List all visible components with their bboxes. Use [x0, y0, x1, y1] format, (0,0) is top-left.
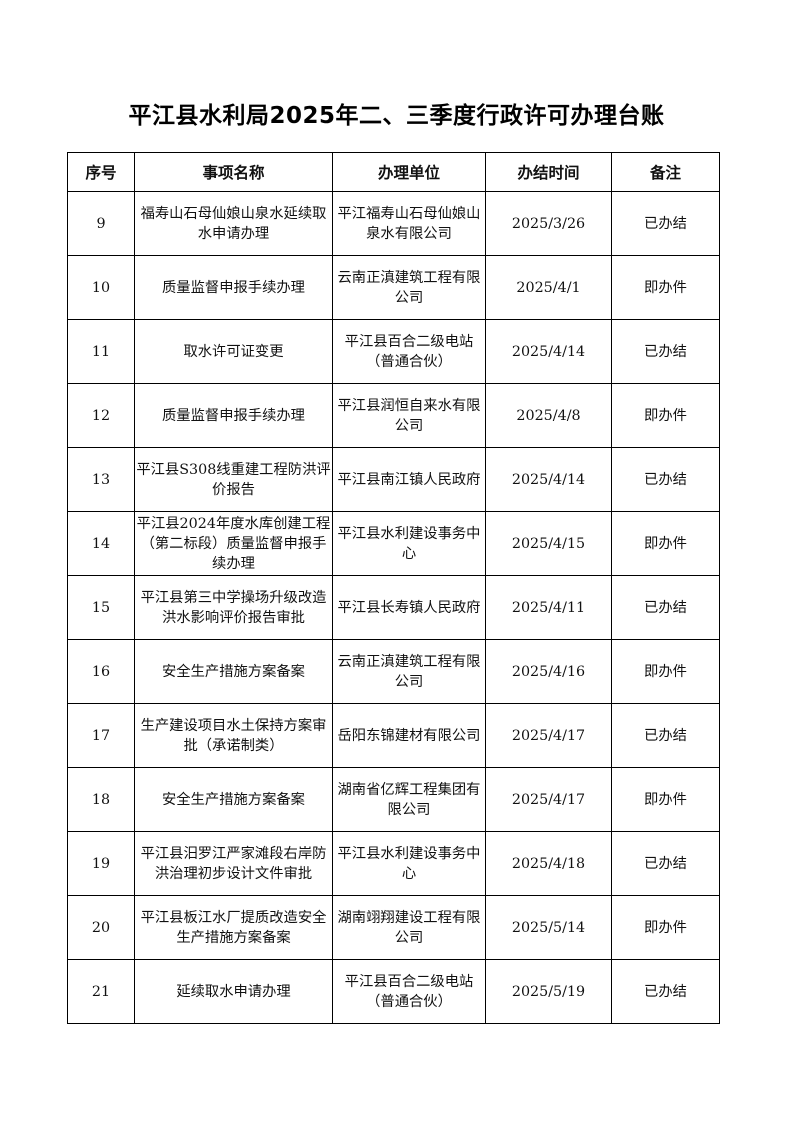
cell-unit: 平江县南江镇人民政府	[332, 447, 486, 512]
cell-no: 19	[67, 831, 135, 896]
cell-unit: 平江县长寿镇人民政府	[332, 575, 486, 640]
cell-note: 已办结	[611, 959, 720, 1024]
cell-note: 已办结	[611, 191, 720, 256]
cell-unit: 平江县水利建设事务中心	[332, 831, 486, 896]
header-date: 办结时间	[485, 152, 612, 192]
cell-no: 18	[67, 767, 135, 832]
table-row: 11 取水许可证变更 平江县百合二级电站（普通合伙） 2025/4/14 已办结	[67, 319, 720, 384]
cell-unit: 云南正滇建筑工程有限公司	[332, 639, 486, 704]
table-row: 21 延续取水申请办理 平江县百合二级电站（普通合伙） 2025/5/19 已办结	[67, 959, 720, 1024]
cell-item: 延续取水申请办理	[134, 959, 333, 1024]
cell-unit: 岳阳东锦建材有限公司	[332, 703, 486, 768]
cell-item: 质量监督申报手续办理	[134, 383, 333, 448]
table-row: 10 质量监督申报手续办理 云南正滇建筑工程有限公司 2025/4/1 即办件	[67, 255, 720, 320]
cell-date: 2025/4/16	[485, 639, 612, 704]
cell-date: 2025/4/18	[485, 831, 612, 896]
table-row: 13 平江县S308线重建工程防洪评价报告 平江县南江镇人民政府 2025/4/14 已…	[67, 447, 720, 512]
cell-no: 16	[67, 639, 135, 704]
table-row: 17 生产建设项目水土保持方案审批（承诺制类） 岳阳东锦建材有限公司 2025/4/1…	[67, 703, 720, 768]
header-unit: 办理单位	[332, 152, 486, 192]
cell-item: 平江县汨罗江严家滩段右岸防洪治理初步设计文件审批	[134, 831, 333, 896]
cell-note: 已办结	[611, 831, 720, 896]
cell-note: 已办结	[611, 703, 720, 768]
header-no: 序号	[67, 152, 135, 192]
page-title: 平江县水利局2025年二、三季度行政许可办理台账	[128, 103, 665, 129]
cell-no: 11	[67, 319, 135, 384]
header-row: 序号 事项名称 办理单位 办结时间 备注	[67, 152, 720, 192]
table-row: 16 安全生产措施方案备案 云南正滇建筑工程有限公司 2025/4/16 即办件	[67, 639, 720, 704]
cell-note: 即办件	[611, 255, 720, 320]
cell-note: 即办件	[611, 767, 720, 832]
cell-date: 2025/4/11	[485, 575, 612, 640]
cell-no: 21	[67, 959, 135, 1024]
table-row: 18 安全生产措施方案备案 湖南省亿辉工程集团有限公司 2025/4/17 即办件	[67, 767, 720, 832]
cell-no: 17	[67, 703, 135, 768]
cell-no: 9	[67, 191, 135, 256]
cell-date: 2025/4/14	[485, 319, 612, 384]
cell-item: 安全生产措施方案备案	[134, 767, 333, 832]
table-row: 14 平江县2024年度水库创建工程（第二标段）质量监督申报手续办理 平江县水利建设…	[67, 511, 720, 576]
table-row: 20 平江县板江水厂提质改造安全生产措施方案备案 湖南翊翔建设工程有限公司 2025/…	[67, 895, 720, 960]
header-item: 事项名称	[134, 152, 333, 192]
cell-date: 2025/3/26	[485, 191, 612, 256]
cell-item: 平江县第三中学操场升级改造洪水影响评价报告审批	[134, 575, 333, 640]
cell-unit: 湖南翊翔建设工程有限公司	[332, 895, 486, 960]
cell-note: 即办件	[611, 383, 720, 448]
cell-unit: 平江县润恒自来水有限公司	[332, 383, 486, 448]
cell-note: 即办件	[611, 895, 720, 960]
cell-date: 2025/4/1	[485, 255, 612, 320]
cell-unit: 平江县百合二级电站（普通合伙）	[332, 319, 486, 384]
cell-no: 13	[67, 447, 135, 512]
cell-note: 已办结	[611, 319, 720, 384]
cell-date: 2025/5/14	[485, 895, 612, 960]
cell-note: 即办件	[611, 511, 720, 576]
cell-no: 10	[67, 255, 135, 320]
cell-no: 14	[67, 511, 135, 576]
permit-ledger-table: 序号 事项名称 办理单位 办结时间 备注 9 福寿山石母仙娘山泉水延续取水申请办理…	[67, 152, 720, 1024]
cell-item: 平江县2024年度水库创建工程（第二标段）质量监督申报手续办理	[134, 511, 333, 576]
cell-unit: 湖南省亿辉工程集团有限公司	[332, 767, 486, 832]
cell-item: 生产建设项目水土保持方案审批（承诺制类）	[134, 703, 333, 768]
cell-item: 平江县S308线重建工程防洪评价报告	[134, 447, 333, 512]
cell-no: 12	[67, 383, 135, 448]
cell-date: 2025/5/19	[485, 959, 612, 1024]
cell-item: 安全生产措施方案备案	[134, 639, 333, 704]
cell-unit: 云南正滇建筑工程有限公司	[332, 255, 486, 320]
cell-date: 2025/4/17	[485, 703, 612, 768]
cell-no: 20	[67, 895, 135, 960]
cell-item: 质量监督申报手续办理	[134, 255, 333, 320]
cell-item: 取水许可证变更	[134, 319, 333, 384]
cell-unit: 平江县水利建设事务中心	[332, 511, 486, 576]
cell-note: 已办结	[611, 447, 720, 512]
cell-date: 2025/4/17	[485, 767, 612, 832]
cell-date: 2025/4/8	[485, 383, 612, 448]
cell-unit: 平江县百合二级电站（普通合伙）	[332, 959, 486, 1024]
table-row: 12 质量监督申报手续办理 平江县润恒自来水有限公司 2025/4/8 即办件	[67, 383, 720, 448]
cell-unit: 平江福寿山石母仙娘山泉水有限公司	[332, 191, 486, 256]
cell-note: 即办件	[611, 639, 720, 704]
cell-date: 2025/4/14	[485, 447, 612, 512]
table-row: 9 福寿山石母仙娘山泉水延续取水申请办理 平江福寿山石母仙娘山泉水有限公司 2025/…	[67, 191, 720, 256]
cell-no: 15	[67, 575, 135, 640]
header-note: 备注	[611, 152, 720, 192]
cell-item: 平江县板江水厂提质改造安全生产措施方案备案	[134, 895, 333, 960]
cell-date: 2025/4/15	[485, 511, 612, 576]
cell-item: 福寿山石母仙娘山泉水延续取水申请办理	[134, 191, 333, 256]
table-row: 15 平江县第三中学操场升级改造洪水影响评价报告审批 平江县长寿镇人民政府 2025/…	[67, 575, 720, 640]
cell-note: 已办结	[611, 575, 720, 640]
table-row: 19 平江县汨罗江严家滩段右岸防洪治理初步设计文件审批 平江县水利建设事务中心 202…	[67, 831, 720, 896]
